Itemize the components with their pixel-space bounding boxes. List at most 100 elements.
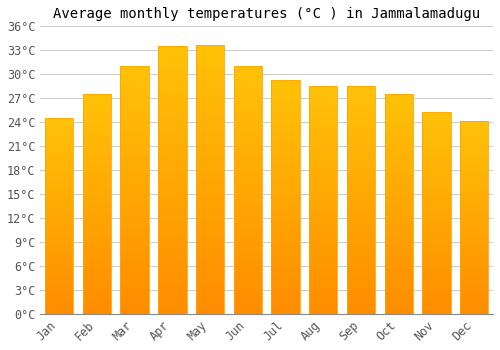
Bar [309,259,338,261]
Bar [158,236,186,239]
Bar [83,305,111,307]
Bar [272,262,299,265]
Bar [460,122,488,124]
Bar [196,104,224,107]
Bar [158,271,186,274]
Bar [422,160,450,162]
Bar [272,183,299,185]
Bar [120,79,149,81]
Bar [45,185,74,187]
Bar [45,169,74,171]
Bar [83,274,111,277]
Bar [460,240,488,242]
Bar [234,247,262,250]
Bar [309,107,338,109]
Bar [384,303,413,305]
Bar [272,117,299,120]
Bar [120,250,149,252]
Bar [347,280,375,282]
Bar [309,145,338,148]
Bar [272,80,299,82]
Bar [196,198,224,201]
Bar [158,274,186,276]
Bar [196,292,224,295]
Bar [234,116,262,118]
Bar [196,152,224,155]
Bar [422,112,450,114]
Bar [83,241,111,244]
Bar [422,306,450,308]
Bar [384,171,413,173]
Bar [272,204,299,206]
Bar [309,180,338,182]
Bar [384,233,413,235]
Bar [120,155,149,158]
Bar [158,282,186,285]
Bar [272,260,299,262]
Bar [384,252,413,254]
Bar [120,312,149,314]
Bar [347,218,375,220]
Bar [384,145,413,147]
Bar [384,94,413,96]
Bar [196,268,224,271]
Bar [309,163,338,166]
Bar [158,250,186,252]
Bar [460,271,488,273]
Bar [422,255,450,257]
Bar [83,235,111,237]
Bar [460,275,488,277]
Bar [83,246,111,248]
Bar [309,100,338,102]
Bar [158,210,186,212]
Bar [309,205,338,207]
Bar [309,141,338,143]
Bar [347,130,375,132]
Bar [384,101,413,103]
Bar [347,111,375,113]
Bar [460,223,488,225]
Bar [460,204,488,205]
Bar [347,173,375,175]
Bar [83,206,111,209]
Bar [272,206,299,209]
Bar [384,138,413,140]
Bar [45,202,74,204]
Bar [234,173,262,175]
Bar [272,87,299,89]
Bar [272,171,299,174]
Bar [83,123,111,125]
Bar [422,195,450,197]
Bar [234,98,262,101]
Bar [460,181,488,182]
Bar [347,196,375,198]
Bar [347,177,375,180]
Bar [272,82,299,84]
Bar [272,188,299,190]
Bar [83,149,111,151]
Bar [272,89,299,91]
Bar [422,174,450,176]
Bar [309,168,338,170]
Bar [83,303,111,305]
Bar [196,74,224,77]
Bar [45,243,74,245]
Bar [120,121,149,123]
Bar [45,204,74,206]
Bar [347,305,375,307]
Bar [422,281,450,284]
Bar [347,161,375,163]
Bar [158,137,186,140]
Bar [422,213,450,215]
Bar [234,296,262,299]
Bar [347,268,375,271]
Bar [347,125,375,127]
Bar [45,218,74,220]
Bar [460,211,488,214]
Bar [120,93,149,96]
Bar [120,205,149,208]
Bar [158,108,186,111]
Bar [196,131,224,133]
Bar [234,254,262,257]
Bar [309,211,338,214]
